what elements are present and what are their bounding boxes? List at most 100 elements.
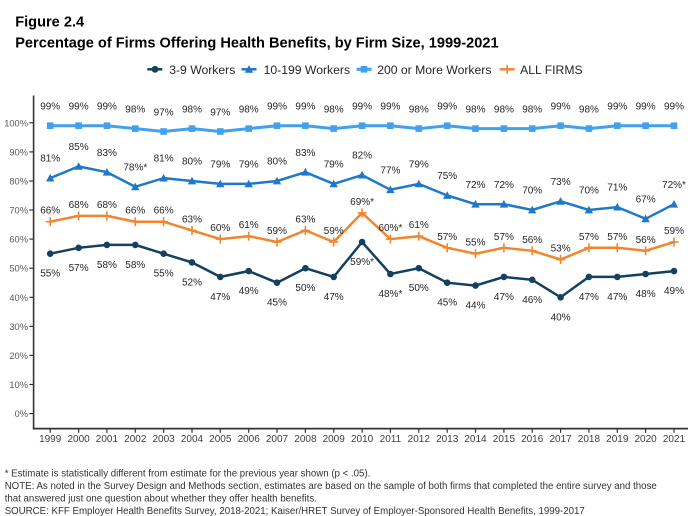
svg-text:63%: 63% xyxy=(182,214,202,225)
svg-text:2006: 2006 xyxy=(238,434,261,445)
svg-text:72%*: 72%* xyxy=(662,180,686,191)
svg-text:80%: 80% xyxy=(182,157,202,168)
svg-text:57%: 57% xyxy=(437,232,457,243)
svg-text:70%: 70% xyxy=(9,206,28,216)
svg-text:NOTE: As noted in the Survey D: NOTE: As noted in the Survey Design and … xyxy=(5,481,657,492)
svg-text:47%: 47% xyxy=(579,292,599,303)
svg-text:66%: 66% xyxy=(154,206,174,217)
svg-text:59%: 59% xyxy=(324,226,344,237)
svg-text:49%: 49% xyxy=(664,286,684,297)
svg-text:2010: 2010 xyxy=(351,434,374,445)
svg-text:71%: 71% xyxy=(607,183,627,194)
svg-text:99%: 99% xyxy=(437,102,457,113)
svg-text:69%*: 69%* xyxy=(350,197,374,208)
svg-text:98%: 98% xyxy=(182,105,202,116)
svg-text:98%: 98% xyxy=(409,105,429,116)
svg-text:68%: 68% xyxy=(97,200,117,211)
svg-text:79%: 79% xyxy=(210,160,230,171)
svg-text:20%: 20% xyxy=(9,351,28,361)
svg-text:55%: 55% xyxy=(154,269,174,280)
svg-text:2015: 2015 xyxy=(493,434,516,445)
svg-text:2000: 2000 xyxy=(67,434,90,445)
svg-text:SOURCE: KFF Employer Health Be: SOURCE: KFF Employer Health Benefits Sur… xyxy=(5,506,585,516)
svg-text:56%: 56% xyxy=(522,235,542,246)
svg-text:2019: 2019 xyxy=(606,434,629,445)
svg-text:98%: 98% xyxy=(522,105,542,116)
svg-text:2007: 2007 xyxy=(266,434,289,445)
svg-text:2003: 2003 xyxy=(152,434,175,445)
svg-text:45%: 45% xyxy=(437,298,457,309)
svg-text:58%: 58% xyxy=(125,260,145,271)
svg-text:2017: 2017 xyxy=(549,434,572,445)
svg-text:79%: 79% xyxy=(324,160,344,171)
svg-text:47%: 47% xyxy=(324,292,344,303)
svg-text:61%: 61% xyxy=(239,220,259,231)
svg-text:* Estimate is statistically di: * Estimate is statistically different fr… xyxy=(5,469,371,480)
svg-text:99%: 99% xyxy=(664,102,684,113)
svg-text:Figure 2.4: Figure 2.4 xyxy=(15,15,85,31)
svg-text:50%: 50% xyxy=(9,264,28,274)
svg-text:97%: 97% xyxy=(154,108,174,119)
svg-text:97%: 97% xyxy=(210,108,230,119)
svg-text:55%: 55% xyxy=(40,269,60,280)
svg-text:98%: 98% xyxy=(465,105,485,116)
svg-text:56%: 56% xyxy=(636,235,656,246)
svg-text:75%: 75% xyxy=(437,171,457,182)
svg-text:53%: 53% xyxy=(551,244,571,255)
svg-text:80%: 80% xyxy=(267,157,287,168)
svg-text:99%: 99% xyxy=(607,102,627,113)
svg-text:10%: 10% xyxy=(9,380,28,390)
svg-text:2014: 2014 xyxy=(464,434,487,445)
svg-text:55%: 55% xyxy=(465,238,485,249)
svg-text:that answered just one questio: that answered just one question about wh… xyxy=(5,494,317,505)
svg-text:2008: 2008 xyxy=(294,434,317,445)
svg-text:30%: 30% xyxy=(9,322,28,332)
svg-text:2012: 2012 xyxy=(408,434,431,445)
svg-text:2009: 2009 xyxy=(323,434,346,445)
svg-text:99%: 99% xyxy=(40,102,60,113)
svg-text:78%*: 78%* xyxy=(123,162,147,173)
svg-text:40%: 40% xyxy=(9,293,28,303)
svg-text:81%: 81% xyxy=(154,154,174,165)
svg-text:72%: 72% xyxy=(465,180,485,191)
svg-text:82%: 82% xyxy=(352,151,372,162)
svg-text:68%: 68% xyxy=(69,200,89,211)
svg-text:57%: 57% xyxy=(494,232,514,243)
svg-text:Percentage of Firms Offering H: Percentage of Firms Offering Health Bene… xyxy=(15,36,498,52)
svg-text:2011: 2011 xyxy=(380,434,402,445)
svg-text:45%: 45% xyxy=(267,298,287,309)
svg-text:70%: 70% xyxy=(579,186,599,197)
svg-text:58%: 58% xyxy=(97,260,117,271)
svg-text:ALL FIRMS: ALL FIRMS xyxy=(520,63,583,77)
svg-text:2013: 2013 xyxy=(436,434,459,445)
svg-text:83%: 83% xyxy=(295,148,315,159)
svg-text:200 or More Workers: 200 or More Workers xyxy=(377,63,491,77)
svg-text:63%: 63% xyxy=(295,214,315,225)
svg-text:2018: 2018 xyxy=(578,434,601,445)
svg-text:2005: 2005 xyxy=(209,434,232,445)
svg-text:98%: 98% xyxy=(239,105,259,116)
svg-text:57%: 57% xyxy=(607,232,627,243)
svg-text:40%: 40% xyxy=(551,312,571,323)
svg-text:79%: 79% xyxy=(239,160,259,171)
svg-text:81%: 81% xyxy=(40,154,60,165)
svg-text:98%: 98% xyxy=(494,105,514,116)
svg-text:2016: 2016 xyxy=(521,434,544,445)
svg-text:66%: 66% xyxy=(125,206,145,217)
svg-text:99%: 99% xyxy=(380,102,400,113)
svg-text:48%*: 48%* xyxy=(378,289,402,300)
svg-text:57%: 57% xyxy=(579,232,599,243)
svg-text:98%: 98% xyxy=(579,105,599,116)
svg-text:47%: 47% xyxy=(607,292,627,303)
svg-text:83%: 83% xyxy=(97,148,117,159)
svg-text:80%: 80% xyxy=(9,177,28,187)
svg-text:48%: 48% xyxy=(636,289,656,300)
svg-text:66%: 66% xyxy=(40,206,60,217)
svg-text:67%: 67% xyxy=(636,194,656,205)
svg-text:73%: 73% xyxy=(551,177,571,188)
svg-text:77%: 77% xyxy=(380,165,400,176)
svg-text:10-199 Workers: 10-199 Workers xyxy=(264,63,350,77)
svg-text:50%: 50% xyxy=(295,283,315,294)
svg-text:99%: 99% xyxy=(97,102,117,113)
svg-text:59%: 59% xyxy=(664,226,684,237)
